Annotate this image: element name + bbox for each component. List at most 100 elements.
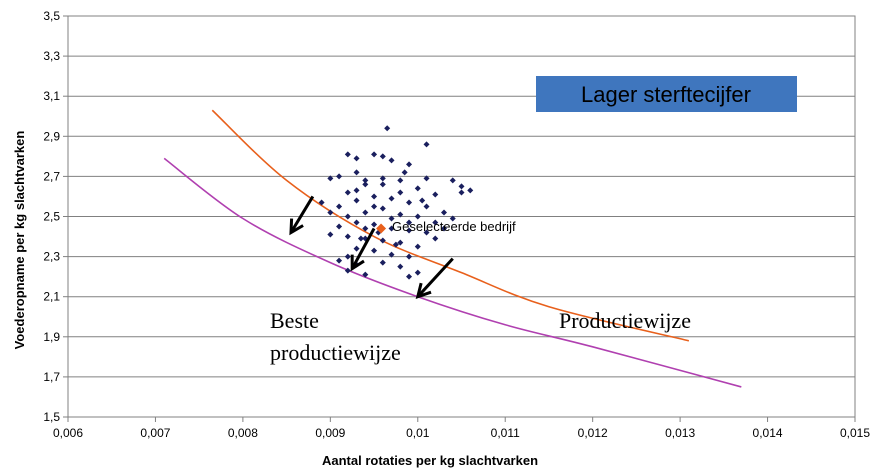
scatter-point [336, 173, 343, 180]
scatter-point [327, 231, 334, 238]
scatter-point [432, 191, 439, 198]
scatter-point [414, 213, 421, 220]
y-tick-label: 3,5 [43, 9, 60, 23]
scatter-point [441, 225, 448, 232]
scatter-point [467, 187, 474, 194]
y-tick-label: 2,9 [43, 129, 60, 143]
selected-point-label: Geselecteerde bedrijf [392, 219, 516, 234]
series-label-beste-line1: Beste [270, 308, 319, 333]
scatter-point [392, 241, 399, 248]
scatter-point [401, 169, 408, 176]
scatter-point [406, 253, 413, 260]
scatter-point [353, 155, 360, 162]
scatter-point [458, 189, 465, 196]
scatter-point [362, 209, 369, 216]
scatter-point [357, 235, 364, 242]
scatter-point [353, 197, 360, 204]
scatter-point [388, 251, 395, 258]
scatter-point [353, 187, 360, 194]
scatter-point [406, 273, 413, 280]
x-tick-label: 0,014 [753, 426, 783, 440]
direction-arrow [289, 195, 315, 236]
scatter-point [388, 225, 395, 232]
y-tick-label: 2,3 [43, 250, 60, 264]
scatter-point [388, 157, 395, 164]
scatter-point [336, 203, 343, 210]
scatter-point [388, 195, 395, 202]
scatter-point [344, 189, 351, 196]
direction-arrow [415, 257, 454, 300]
scatter-point [419, 197, 426, 204]
y-tick-label: 3,3 [43, 49, 60, 63]
scatter-point [371, 193, 378, 200]
series-line [211, 109, 690, 342]
scatter-point [423, 175, 430, 182]
series-label-productiewijze: Productiewijze [559, 308, 691, 333]
x-tick-label: 0,006 [53, 426, 83, 440]
x-tick-label: 0,01 [406, 426, 430, 440]
x-tick-label: 0,013 [665, 426, 695, 440]
scatter-point [362, 177, 369, 184]
selected-point [376, 223, 387, 234]
scatter-point [397, 211, 404, 218]
scatter-point [344, 233, 351, 240]
scatter-point [414, 185, 421, 192]
scatter-point [423, 229, 430, 236]
y-tick-label: 3,1 [43, 89, 60, 103]
scatter-point [318, 199, 325, 206]
scatter-point [336, 257, 343, 264]
x-tick-label: 0,009 [315, 426, 345, 440]
scatter-point [379, 181, 386, 188]
scatter-point [371, 221, 378, 228]
scatter-point [388, 215, 395, 222]
scatter-point [449, 177, 456, 184]
annotation-box-text: Lager sterftecijfer [581, 82, 751, 107]
scatter-point [423, 141, 430, 148]
scatter-point [406, 219, 413, 226]
scatter-point [379, 237, 386, 244]
scatter-point [371, 151, 378, 158]
annotation-box [536, 76, 797, 112]
scatter-point [353, 169, 360, 176]
scatter-point [327, 175, 334, 182]
x-tick-label: 0,008 [228, 426, 258, 440]
x-axis-ticks: 0,006 0,007 0,008 0,009 0,01 0,011 0,012 0,013 0… [53, 417, 870, 440]
scatter-point [362, 181, 369, 188]
y-tick-label: 2,5 [43, 210, 60, 224]
scatter-point [432, 235, 439, 242]
scatter-point [397, 263, 404, 270]
x-tick-label: 0,011 [491, 426, 520, 440]
scatter-point [344, 267, 351, 274]
scatter-point [379, 259, 386, 266]
scatter-point [344, 151, 351, 158]
scatter-point [414, 243, 421, 250]
scatter-point [397, 189, 404, 196]
y-axis-ticks: 1,5 1,7 1,9 2,1 2,3 2,5 2,7 2,9 3,1 3,3 3,5 [43, 9, 68, 424]
scatter-point [362, 225, 369, 232]
scatter-point [336, 223, 343, 230]
series-line [163, 157, 742, 388]
scatter-point [406, 161, 413, 168]
scatter-point [449, 215, 456, 222]
y-tick-label: 2,1 [43, 290, 60, 304]
y-tick-label: 1,5 [43, 410, 60, 424]
scatter-points [318, 125, 474, 280]
scatter-point [397, 239, 404, 246]
scatter-point [379, 175, 386, 182]
scatter-point [441, 209, 448, 216]
y-tick-label: 1,7 [43, 370, 60, 384]
x-axis-title: Aantal rotaties per kg slachtvarken [322, 453, 538, 468]
scatter-point [432, 219, 439, 226]
y-tick-label: 1,9 [43, 330, 60, 344]
scatter-point [371, 203, 378, 210]
y-tick-label: 2,7 [43, 169, 60, 183]
x-tick-label: 0,007 [140, 426, 170, 440]
scatter-point [406, 227, 413, 234]
scatter-point [344, 213, 351, 220]
scatter-point [384, 125, 391, 132]
direction-arrows [289, 195, 454, 300]
scatter-point [371, 247, 378, 254]
scatter-point [353, 219, 360, 226]
scatter-point [379, 205, 386, 212]
